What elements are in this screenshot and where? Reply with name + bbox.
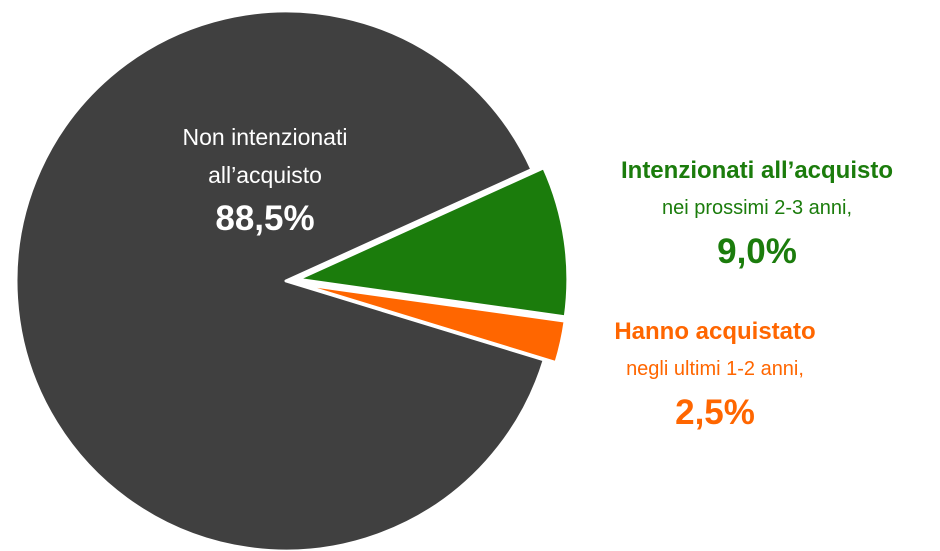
slice-subtitle: negli ultimi 1-2 anni, [626,358,804,380]
slice-label: Intenzionati all’acquisto nei prossimi 2… [577,152,937,278]
value-label: 88,5% [215,199,315,238]
value-label: 2,5% [675,393,755,432]
value-label: 9,0% [717,232,797,271]
slice-label: Non intenzionati all’acquisto 88,5% [140,118,390,244]
pie-slice [296,166,570,319]
slice-name: Intenzionati all’acquisto [620,157,894,184]
pie-slice [14,9,546,551]
pie-slice [296,282,567,365]
slice-subtitle: nei prossimi 2-3 anni, [661,197,853,219]
slice-name: Non intenzionati all’acquisto [182,124,348,188]
slice-name: Hanno acquistato [614,318,816,345]
slice-label: Hanno acquistato negli ultimi 1-2 anni, … [565,313,865,439]
